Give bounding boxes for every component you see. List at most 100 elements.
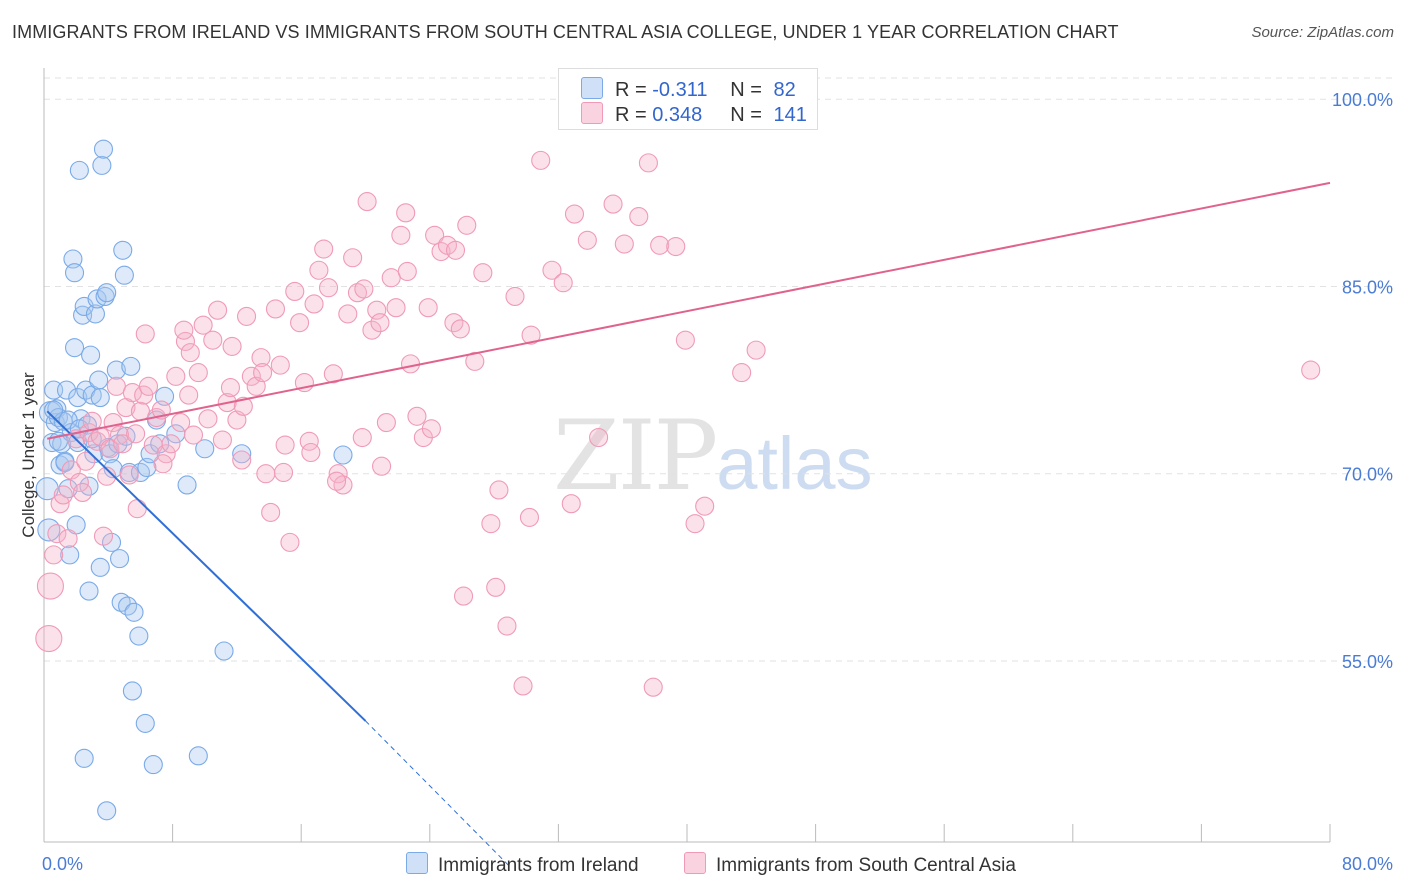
legend-n-value: 141 [773, 104, 807, 126]
legend-n-label: N = [730, 79, 768, 101]
data-point [129, 626, 149, 646]
chart-title: IMMIGRANTS FROM IRELAND VS IMMIGRANTS FR… [12, 22, 1119, 42]
data-point [397, 261, 417, 282]
legend-row-ireland: R = -0.311 N = 82 [581, 77, 796, 101]
data-point [290, 313, 310, 333]
data-point [35, 477, 59, 501]
data-point [519, 507, 540, 527]
data-point [64, 263, 85, 283]
data-point [161, 434, 181, 454]
data-point [55, 452, 75, 473]
data-point [391, 225, 411, 245]
data-point [454, 586, 474, 606]
data-point [76, 451, 96, 471]
trend-line-south-central-asia [47, 181, 1331, 440]
data-point [251, 348, 271, 368]
data-point [370, 313, 390, 333]
legend-r-value: 0.348 [652, 104, 703, 126]
bottom-legend-ireland[interactable]: Immigrants from Ireland [406, 852, 639, 877]
data-point [232, 444, 252, 464]
data-point [465, 351, 485, 371]
data-point [73, 482, 93, 503]
data-point [561, 494, 581, 514]
data-point [153, 454, 173, 474]
data-point [100, 439, 120, 459]
bottom-legend-label-south-central-asia: Immigrants from South Central Asia [716, 855, 1016, 876]
data-point [53, 485, 73, 505]
data-point [110, 549, 130, 569]
data-point [79, 581, 99, 601]
data-point [577, 230, 597, 250]
data-point [376, 412, 396, 433]
data-point [280, 532, 300, 552]
data-point [505, 286, 525, 307]
data-point [666, 236, 686, 257]
data-point [69, 160, 89, 180]
bottom-legend-south-central-asia[interactable]: Immigrants from South Central Asia [684, 852, 1016, 877]
data-point [179, 385, 199, 405]
data-point [35, 624, 63, 653]
data-point [90, 557, 110, 577]
data-point [253, 363, 273, 383]
bottom-legend-swatch-south-central-asia [684, 852, 706, 874]
data-point [425, 225, 445, 245]
data-point [256, 464, 276, 484]
data-point [143, 755, 163, 775]
data-point [418, 298, 438, 318]
data-point [301, 442, 321, 463]
data-point [354, 279, 374, 299]
data-point [564, 204, 585, 224]
data-point [614, 234, 634, 254]
data-point [746, 340, 766, 360]
data-point [130, 401, 150, 421]
data-point [124, 602, 144, 622]
data-point [93, 526, 114, 546]
data-point [421, 419, 441, 439]
data-point [362, 320, 382, 340]
data-point [212, 430, 232, 450]
data-point [193, 315, 213, 335]
watermark-atlas: atlas [716, 422, 873, 505]
data-point [338, 304, 358, 324]
data-point [261, 502, 281, 522]
data-point [97, 283, 117, 303]
data-point [372, 456, 392, 476]
trend-line-ireland [46, 410, 367, 722]
trend-line-ireland-extension [365, 720, 511, 868]
data-point [685, 514, 705, 534]
legend-n-value: 82 [773, 79, 796, 101]
data-point [695, 496, 715, 516]
data-point [214, 641, 234, 661]
data-point [407, 406, 427, 426]
bottom-legend-label-ireland: Immigrants from Ireland [438, 855, 639, 876]
axes [43, 68, 1331, 843]
data-point [180, 343, 200, 363]
data-point [265, 299, 286, 319]
data-point [93, 139, 114, 159]
data-point [90, 388, 110, 408]
data-point [126, 424, 146, 444]
legend-r-value: -0.311 [652, 79, 708, 101]
data-point [171, 412, 191, 433]
data-point [542, 260, 562, 280]
data-point [64, 338, 85, 358]
data-point [74, 748, 94, 768]
data-point [675, 330, 695, 350]
legend-swatch-ireland [581, 77, 603, 99]
tick-labels: 100.0% 85.0% 70.0% 55.0% 0.0% 80.0% [42, 90, 1393, 874]
y-tick-label: 55.0% [1342, 652, 1393, 672]
data-point [270, 355, 290, 375]
data-point [629, 207, 649, 227]
data-point [166, 366, 186, 386]
data-point [127, 499, 147, 519]
data-point [309, 260, 329, 280]
data-point [521, 325, 541, 345]
data-point [89, 370, 109, 390]
data-point [85, 304, 105, 324]
data-point [481, 514, 501, 534]
data-point [236, 306, 257, 326]
data-point [285, 281, 305, 302]
data-point [60, 545, 80, 565]
data-point [650, 235, 670, 255]
